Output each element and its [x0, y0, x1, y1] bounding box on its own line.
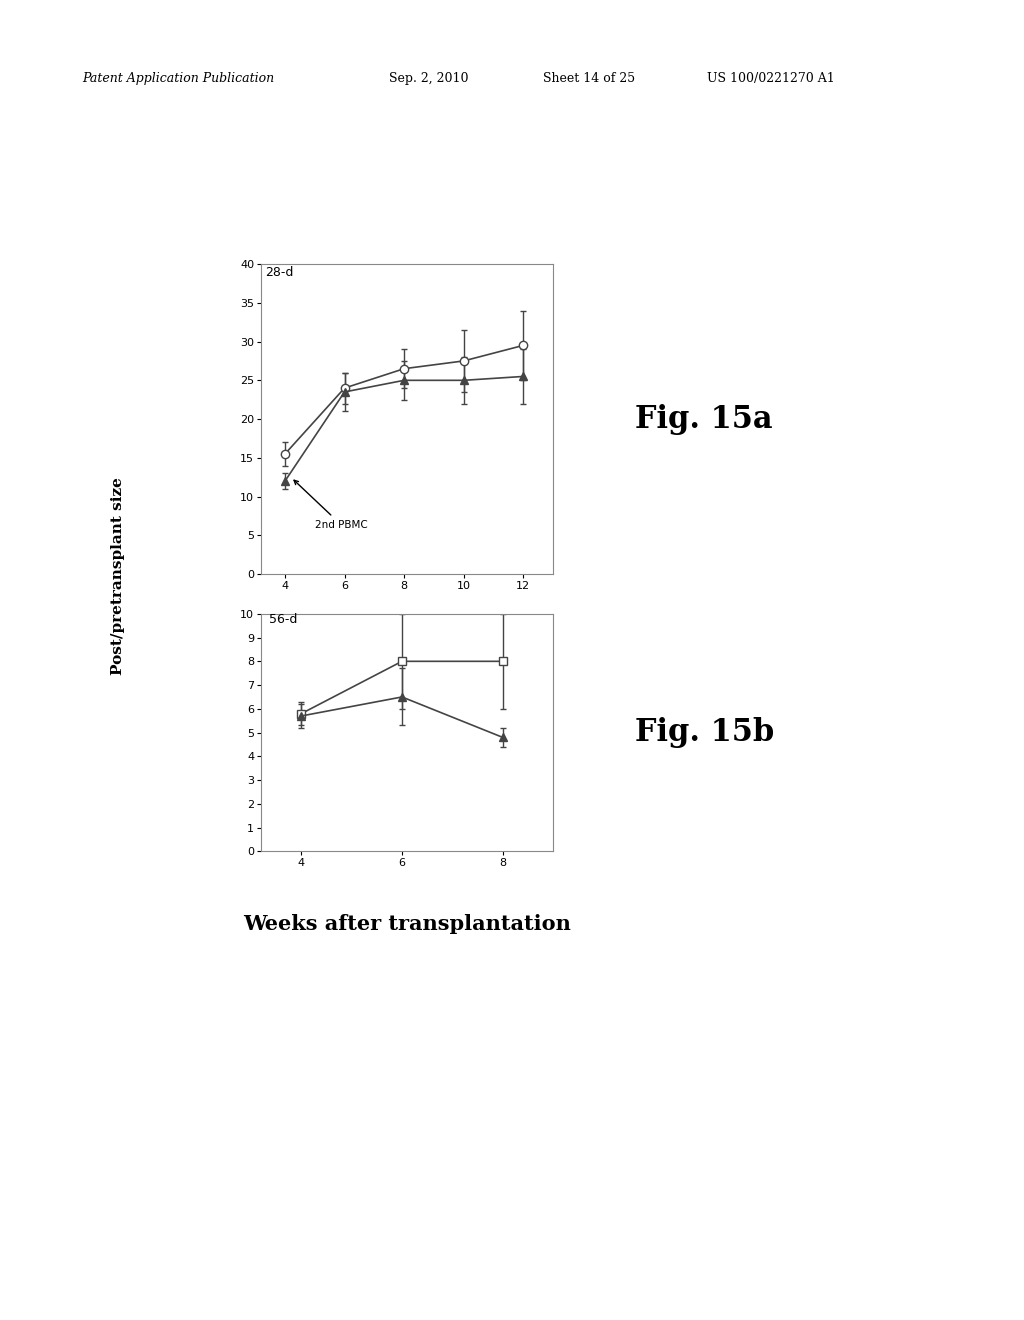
- Text: 2nd PBMC: 2nd PBMC: [294, 480, 368, 529]
- Text: 56-d: 56-d: [268, 614, 297, 626]
- Text: Post/pretransplant size: Post/pretransplant size: [111, 477, 125, 675]
- Text: Patent Application Publication: Patent Application Publication: [82, 71, 274, 84]
- Text: Sep. 2, 2010: Sep. 2, 2010: [389, 71, 469, 84]
- Text: Sheet 14 of 25: Sheet 14 of 25: [543, 71, 635, 84]
- Text: Weeks after transplantation: Weeks after transplantation: [243, 913, 571, 935]
- Text: Fig. 15a: Fig. 15a: [635, 404, 772, 434]
- Text: 28-d: 28-d: [265, 265, 294, 279]
- Text: Fig. 15b: Fig. 15b: [635, 717, 774, 748]
- Text: US 100/0221270 A1: US 100/0221270 A1: [707, 71, 835, 84]
